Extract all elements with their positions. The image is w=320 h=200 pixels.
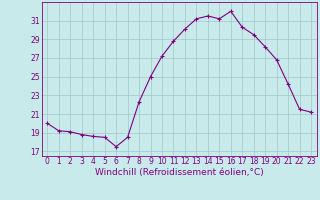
- X-axis label: Windchill (Refroidissement éolien,°C): Windchill (Refroidissement éolien,°C): [95, 168, 264, 177]
